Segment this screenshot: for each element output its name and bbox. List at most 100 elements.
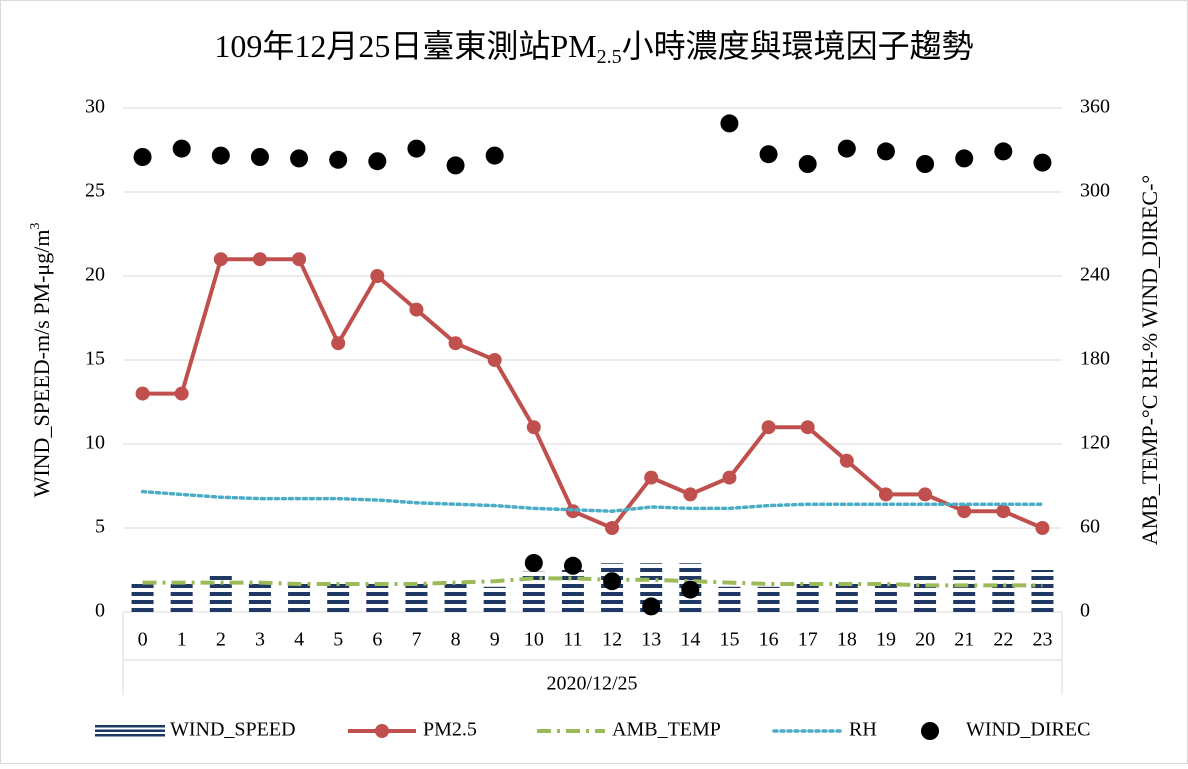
scatter-point: [133, 148, 152, 166]
y2-tick-label: 0: [1080, 600, 1090, 622]
line: [142, 576, 1043, 588]
bar: [874, 580, 897, 612]
scatter-point: [368, 152, 387, 171]
y2-tick-label: 60: [1080, 516, 1100, 538]
bar: [561, 570, 584, 612]
scatter-point: [563, 556, 582, 575]
line-marker: [526, 420, 541, 435]
x-tick-label: 5: [333, 629, 343, 651]
scatter-point: [681, 580, 700, 599]
legend-marker: [375, 724, 389, 738]
scatter-point: [603, 572, 622, 591]
line-marker: [487, 353, 502, 367]
line-marker: [409, 302, 424, 317]
line-marker: [644, 470, 659, 485]
x-tick-label: 22: [993, 629, 1013, 651]
bar: [327, 580, 350, 612]
legend-item: AMB_TEMP: [537, 719, 721, 741]
x-tick-label: 8: [451, 629, 461, 651]
x-tick-label: 3: [255, 629, 265, 651]
legend-swatch: [95, 734, 165, 737]
scatter-point: [524, 554, 543, 572]
legend-item: WIND_SPEED: [95, 719, 296, 741]
x-tick-label: 11: [563, 629, 582, 651]
title-subscript: 2.5: [597, 46, 622, 68]
x-tick-label: 12: [602, 629, 622, 651]
y2-tick-label: 240: [1080, 264, 1110, 286]
x-tick-label: 9: [490, 629, 500, 651]
bar: [444, 580, 467, 612]
bar: [170, 580, 193, 612]
legend-swatch: [95, 729, 165, 732]
line-marker: [722, 470, 737, 485]
scatter-point: [485, 146, 504, 165]
x-tick-label: 1: [177, 629, 187, 651]
x-tick-label: 4: [294, 629, 304, 651]
x-tick-label: 2: [216, 629, 226, 651]
bar: [1031, 570, 1054, 612]
y-axis-label: WIND_SPEED-m/s PM-μg/m3: [28, 223, 54, 498]
line-marker: [761, 420, 776, 435]
legend-swatch: [95, 725, 165, 728]
line-marker: [957, 504, 972, 519]
bar: [796, 580, 819, 612]
line-marker: [1035, 521, 1050, 535]
legend-label: RH: [849, 719, 877, 741]
legend-label: AMB_TEMP: [612, 719, 721, 741]
legend-label: WIND_DIREC: [966, 719, 1090, 741]
line-marker: [213, 252, 228, 267]
y2-axis-label: AMB_TEMP-°C RH-% WIND_DIREC-°: [1137, 175, 1162, 545]
legend-item: RH: [772, 719, 877, 741]
scatter-point: [290, 149, 309, 168]
bar: [757, 586, 780, 612]
line-marker: [331, 336, 346, 351]
x-tick-label: 13: [641, 629, 661, 651]
legend-label: PM2.5: [423, 719, 477, 741]
x-tick-label: 23: [1032, 629, 1052, 651]
scatter-point: [250, 148, 269, 166]
legend-label: WIND_SPEED: [170, 719, 296, 741]
y2-tick-label: 300: [1080, 180, 1110, 202]
scatter-point: [1033, 153, 1052, 172]
legend-item: WIND_DIREC: [921, 719, 1090, 741]
x-tick-label: 16: [759, 629, 779, 651]
line-marker: [174, 386, 189, 401]
y2-tick-label: 120: [1080, 432, 1110, 454]
scatter-point: [955, 149, 974, 168]
line: [140, 489, 1045, 513]
scatter-point: [329, 150, 348, 169]
line-marker: [370, 269, 385, 283]
line-marker: [448, 336, 463, 351]
x-tick-label: 18: [837, 629, 857, 651]
line-marker: [996, 504, 1011, 519]
scatter-point: [798, 155, 817, 173]
scatter-point: [446, 156, 465, 175]
y-label-part: WIND_SPEED-m/s PM-μg/m: [29, 230, 54, 498]
title-part: 小時濃度與環境因子趨勢: [622, 28, 974, 64]
line-marker: [800, 420, 815, 435]
y-tick-label: 15: [85, 348, 105, 370]
scatter-point: [720, 114, 739, 133]
legend-marker: [921, 722, 939, 740]
x-axis-box: [122, 612, 1063, 695]
bar: [992, 570, 1015, 612]
line-marker: [683, 487, 698, 502]
line-marker: [918, 487, 933, 502]
scatter-point: [876, 142, 895, 161]
line-marker: [605, 521, 620, 535]
y-tick-label: 20: [85, 264, 105, 286]
bar: [405, 580, 428, 612]
scatter-point: [759, 145, 778, 164]
x-tick-label: 21: [954, 629, 974, 651]
bar: [248, 580, 271, 612]
grid: [123, 107, 1062, 613]
y-tick-label: 25: [85, 180, 105, 202]
line-marker: [878, 487, 893, 502]
chart-title: 109年12月25日臺東測站PM2.5小時濃度與環境因子趨勢: [214, 28, 973, 67]
x-tick-label: 6: [372, 629, 382, 651]
scatter-point: [642, 597, 661, 616]
y-label-superscript: 3: [28, 223, 43, 230]
y-tick-label: 5: [95, 516, 105, 538]
x-tick-label: 10: [524, 629, 544, 651]
